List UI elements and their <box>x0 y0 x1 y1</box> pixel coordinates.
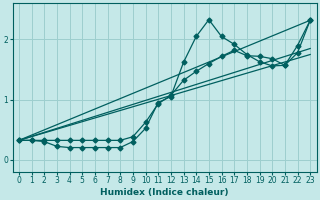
X-axis label: Humidex (Indice chaleur): Humidex (Indice chaleur) <box>100 188 229 197</box>
